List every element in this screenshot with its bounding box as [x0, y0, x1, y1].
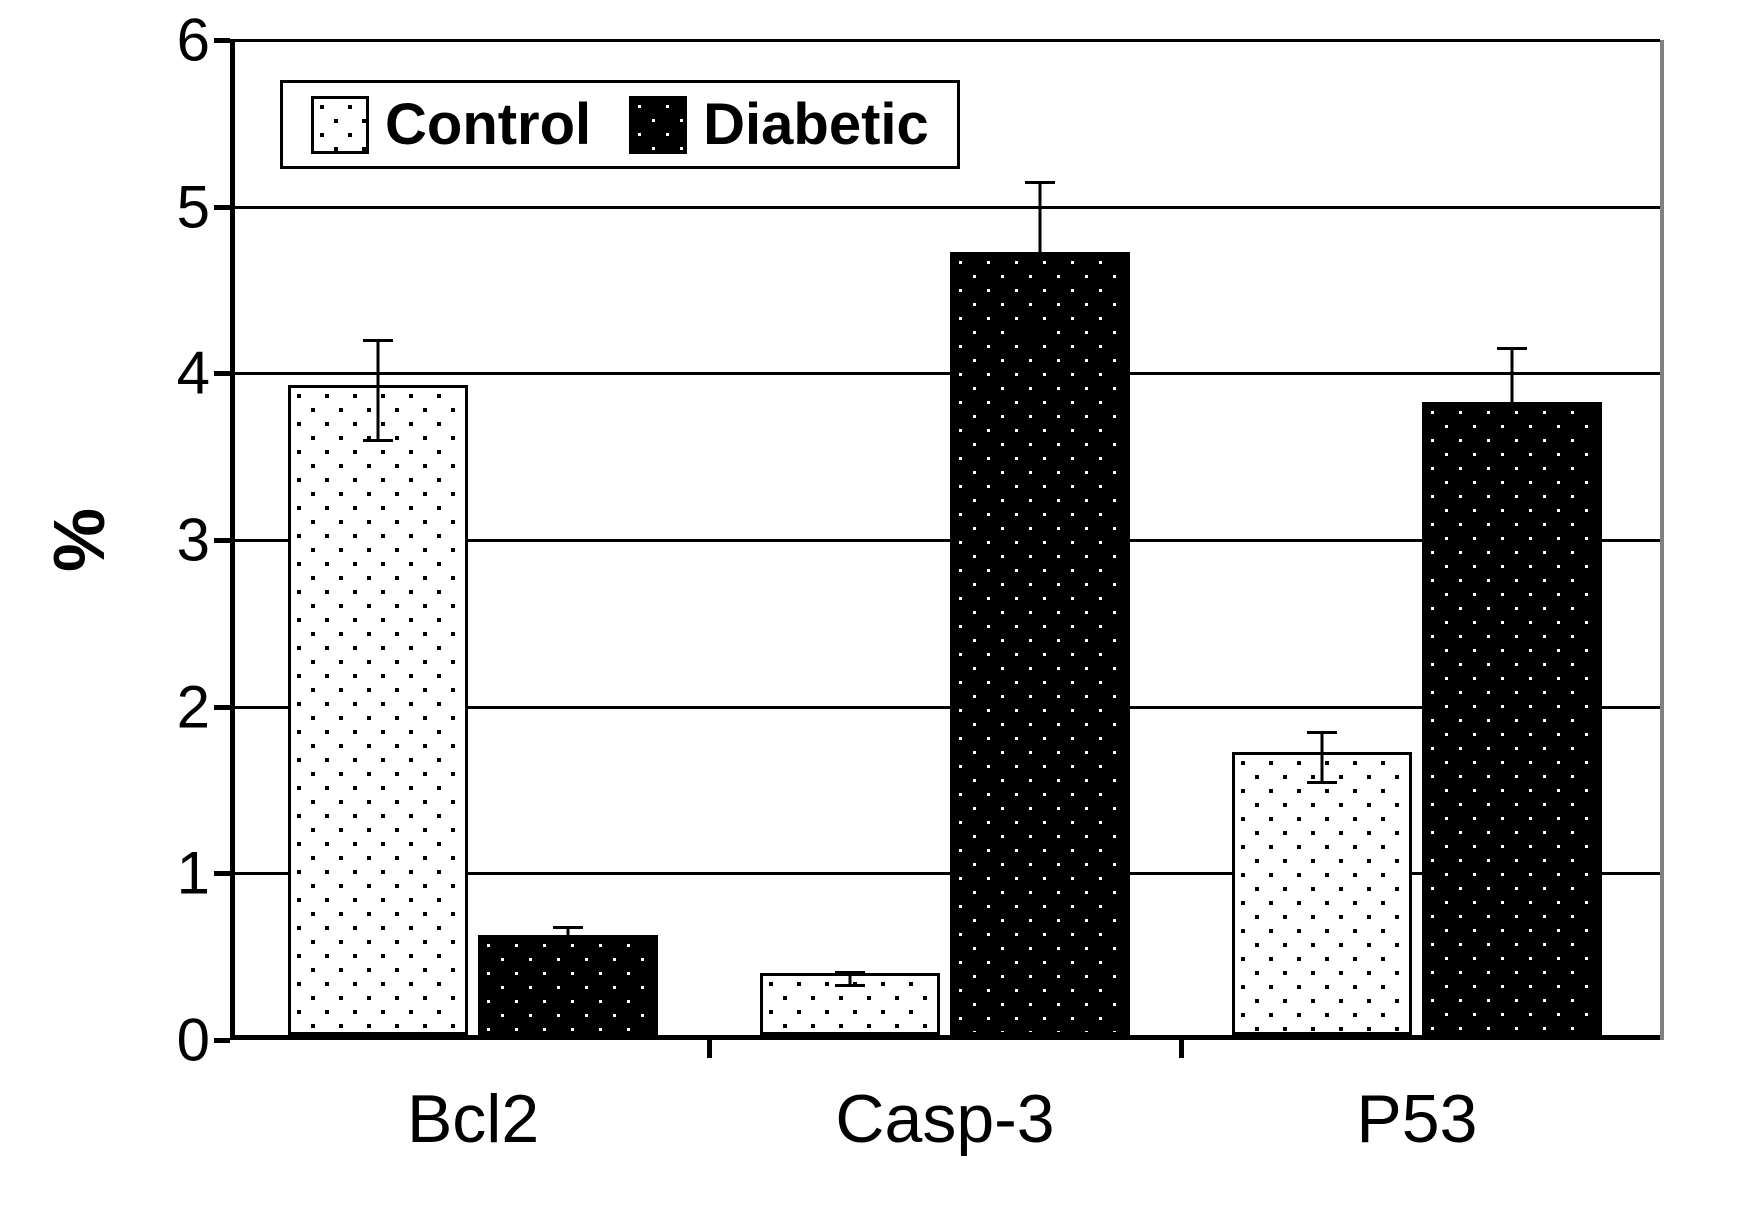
x-category-label: Bcl2 — [407, 1040, 539, 1158]
legend-swatch — [311, 96, 369, 154]
legend-item: Control — [311, 91, 591, 158]
y-tick-label: 5 — [177, 172, 230, 241]
grid-line — [230, 206, 1660, 209]
x-category-label: Casp-3 — [835, 1040, 1054, 1158]
bar — [1422, 402, 1602, 1035]
plot-area: 0123456Bcl2Casp-3P53 — [230, 40, 1664, 1040]
legend: Control Diabetic — [280, 80, 960, 169]
y-tick-label: 6 — [177, 6, 230, 75]
grid-line — [230, 39, 1660, 42]
x-tick — [1179, 1040, 1184, 1058]
legend-swatch — [629, 96, 687, 154]
bar-chart: 0123456Bcl2Casp-3P53 % ControlDiabetic — [0, 0, 1748, 1208]
legend-label: Control — [385, 91, 591, 158]
y-tick-label: 4 — [177, 339, 230, 408]
bar — [1232, 752, 1412, 1035]
bar — [950, 252, 1130, 1035]
y-tick-label: 1 — [177, 839, 230, 908]
x-tick — [707, 1040, 712, 1058]
y-axis-label: % — [39, 508, 121, 572]
bar — [288, 385, 468, 1035]
legend-label: Diabetic — [703, 91, 929, 158]
grid-line — [230, 372, 1660, 375]
x-category-label: P53 — [1356, 1040, 1477, 1158]
y-tick-label: 0 — [177, 1006, 230, 1075]
legend-item: Diabetic — [629, 91, 929, 158]
y-tick-label: 2 — [177, 672, 230, 741]
y-tick-label: 3 — [177, 506, 230, 575]
